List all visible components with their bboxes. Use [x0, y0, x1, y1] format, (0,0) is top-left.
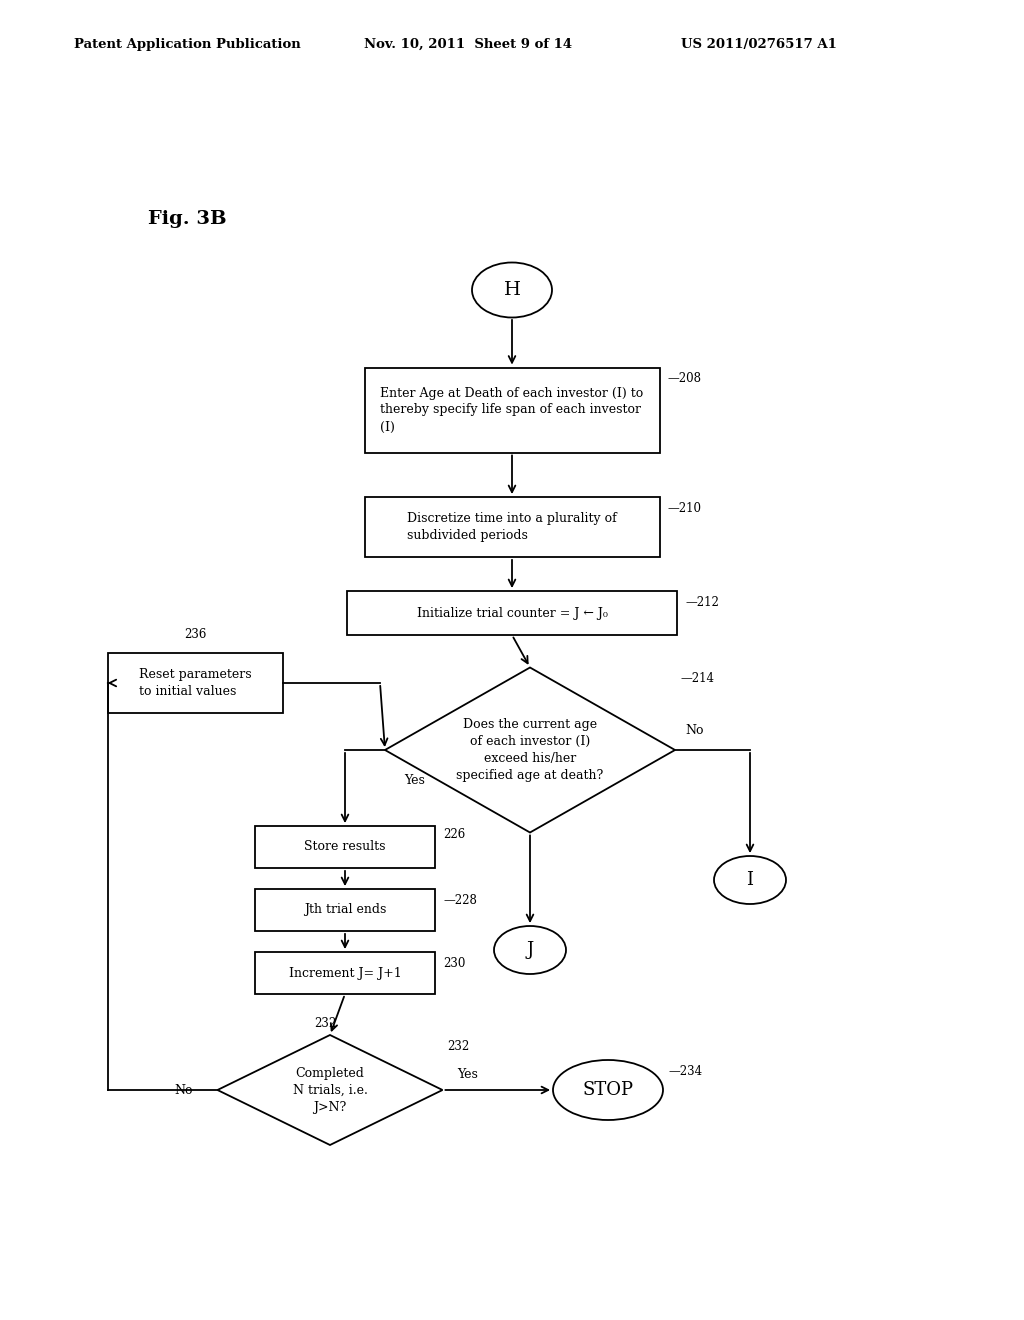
Bar — [365, 367, 659, 453]
Text: STOP: STOP — [583, 1081, 634, 1100]
Text: —212: —212 — [685, 597, 719, 609]
Ellipse shape — [553, 1060, 663, 1119]
Bar — [255, 888, 435, 931]
Text: —214: —214 — [680, 672, 714, 685]
Text: Does the current age
of each investor (I)
exceed his/her
specified age at death?: Does the current age of each investor (I… — [457, 718, 603, 781]
Text: Initialize trial counter = J ← J₀: Initialize trial counter = J ← J₀ — [417, 606, 607, 619]
Ellipse shape — [714, 855, 786, 904]
Bar — [255, 826, 435, 869]
Text: Jth trial ends: Jth trial ends — [304, 903, 386, 916]
Text: H: H — [504, 281, 520, 300]
Text: US 2011/0276517 A1: US 2011/0276517 A1 — [681, 37, 837, 50]
Bar — [108, 653, 283, 713]
Bar — [365, 498, 659, 557]
Text: —208: —208 — [668, 372, 701, 385]
Text: —210: —210 — [668, 502, 701, 515]
Text: 232: 232 — [447, 1040, 470, 1053]
Text: Completed
N trials, i.e.
J>N?: Completed N trials, i.e. J>N? — [293, 1067, 368, 1114]
Text: Increment J= J+1: Increment J= J+1 — [289, 966, 401, 979]
Text: Enter Age at Death of each investor (I) to
thereby specify life span of each inv: Enter Age at Death of each investor (I) … — [380, 387, 644, 433]
Text: 236: 236 — [184, 628, 206, 642]
Bar — [347, 591, 677, 635]
Text: Nov. 10, 2011  Sheet 9 of 14: Nov. 10, 2011 Sheet 9 of 14 — [364, 37, 571, 50]
Text: No: No — [685, 723, 703, 737]
Text: —234: —234 — [668, 1065, 702, 1078]
Text: I: I — [746, 871, 754, 888]
Text: Patent Application Publication: Patent Application Publication — [74, 37, 300, 50]
Text: Store results: Store results — [304, 841, 386, 854]
Text: No: No — [174, 1084, 193, 1097]
Ellipse shape — [494, 927, 566, 974]
Polygon shape — [217, 1035, 442, 1144]
Ellipse shape — [472, 263, 552, 318]
Text: Discretize time into a plurality of
subdivided periods: Discretize time into a plurality of subd… — [408, 512, 616, 543]
Bar — [255, 952, 435, 994]
Text: —228: —228 — [443, 894, 477, 907]
Text: Fig. 3B: Fig. 3B — [148, 210, 226, 228]
Polygon shape — [385, 668, 675, 833]
Text: 226: 226 — [443, 828, 465, 841]
Text: 230: 230 — [443, 957, 465, 970]
Text: 232: 232 — [314, 1016, 336, 1030]
Text: Yes: Yes — [404, 774, 425, 787]
Text: J: J — [526, 941, 534, 960]
Text: Reset parameters
to initial values: Reset parameters to initial values — [138, 668, 251, 698]
Text: Yes: Yes — [458, 1068, 478, 1081]
